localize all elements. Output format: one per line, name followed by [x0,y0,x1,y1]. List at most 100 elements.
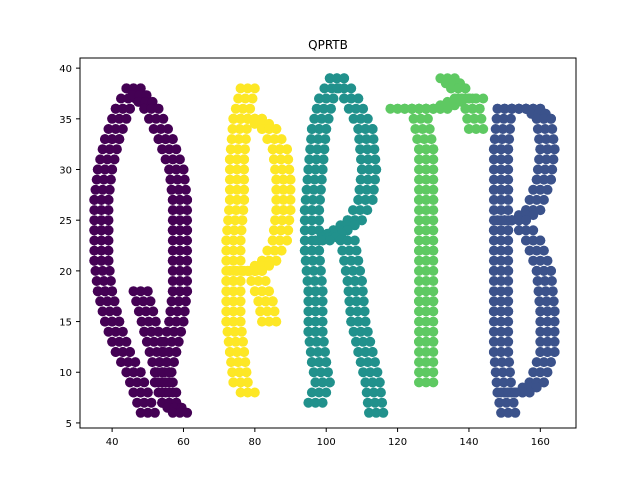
data-point [107,286,118,297]
data-point [489,357,500,368]
data-point [534,154,545,165]
data-point [535,306,546,317]
data-point [306,225,317,236]
data-point [271,124,282,134]
data-point [167,134,178,145]
data-point [249,118,260,129]
data-point [271,194,282,205]
data-point [497,124,508,134]
data-point [540,124,551,134]
data-point [232,144,243,155]
data-point [228,316,239,327]
data-point [524,194,535,205]
data-point [245,103,256,114]
data-point [138,296,149,307]
data-point [180,184,191,195]
data-point [255,306,266,317]
data-point [356,164,367,175]
data-point [310,397,321,408]
data-point [355,144,366,155]
data-point [339,255,350,266]
data-point [167,225,178,236]
data-point [370,397,380,408]
data-point [488,144,499,155]
data-point [549,326,560,337]
data-point [542,184,553,195]
data-point [496,387,507,398]
data-point [303,164,314,175]
data-point [182,245,193,256]
data-point [179,306,190,317]
data-point [490,367,501,378]
data-point [414,336,424,347]
data-point [228,286,239,297]
data-point [460,83,471,94]
data-point [154,357,165,368]
data-point [249,387,260,398]
data-point [491,113,502,124]
data-point [548,296,559,307]
data-point [125,347,135,357]
data-point [535,336,546,347]
data-point [173,184,184,195]
data-point [306,387,317,398]
data-point [351,296,362,307]
data-point [343,286,354,297]
data-point [321,93,332,104]
data-point [428,174,439,185]
data-point [503,276,514,286]
data-point [276,245,287,256]
data-point [358,336,369,347]
data-point [503,306,514,317]
data-point [546,357,556,368]
y-tick-label: 10 [59,368,72,379]
data-point [103,225,114,236]
data-point [369,144,380,155]
data-point [172,306,183,317]
data-point [299,245,310,256]
data-point [171,347,182,357]
x-tick-label: 140 [459,437,478,448]
data-point [223,215,234,226]
data-point [541,296,552,307]
data-point [221,316,232,327]
data-point [371,164,382,175]
x-tick-label: 100 [317,437,336,448]
data-point [313,134,324,145]
data-point [517,387,528,398]
data-point [421,103,432,114]
data-point [503,245,514,256]
data-point [283,225,294,236]
data-point [421,357,432,368]
data-point [229,225,240,236]
data-point [127,90,138,101]
data-point [414,316,424,327]
data-point [310,235,321,246]
data-point [278,205,289,216]
data-point [414,235,424,246]
data-point [166,336,177,347]
data-point [299,215,310,226]
data-point [284,164,295,175]
data-point [235,255,246,266]
data-point [89,225,100,236]
data-point [246,276,257,286]
data-point [505,367,515,378]
data-point [496,174,507,185]
data-point [346,255,357,266]
data-point [303,286,314,297]
data-point [182,255,193,266]
data-point [174,245,185,256]
data-point [262,134,273,145]
data-point [111,306,122,317]
data-point [312,144,323,155]
data-point [100,164,110,175]
data-point [257,265,267,276]
data-point [283,154,294,165]
data-point [121,113,132,124]
data-point [414,215,424,226]
data-point [165,174,176,185]
data-point [513,215,524,226]
data-point [377,397,388,408]
data-point [174,407,185,418]
